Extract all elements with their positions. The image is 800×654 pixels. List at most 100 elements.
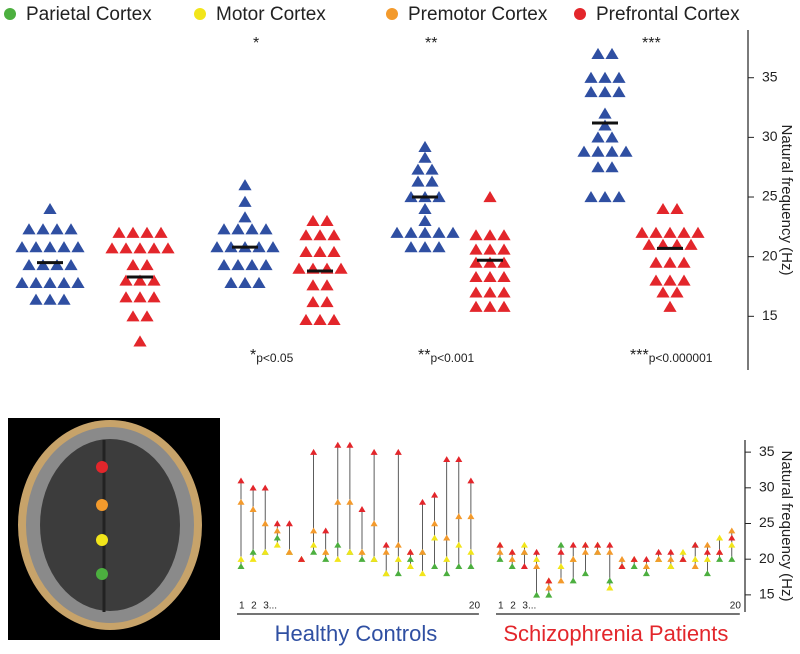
triangle-marker [443, 555, 451, 562]
legend-marker [574, 8, 586, 20]
triangle-marker [618, 555, 626, 562]
legend-label: Parietal Cortex [26, 4, 152, 25]
triangle-marker [322, 548, 330, 555]
triangle-marker [404, 191, 418, 203]
triangle-marker [57, 293, 71, 305]
triangle-marker [483, 286, 497, 298]
triangle-marker [612, 191, 626, 203]
triangle-marker [15, 241, 29, 253]
triangle-marker [245, 223, 259, 235]
triangle-marker [273, 541, 281, 548]
triangle-marker [635, 226, 649, 238]
x-tick-label: 3... [522, 601, 536, 612]
triangle-marker [390, 226, 404, 238]
triangle-marker [147, 274, 161, 286]
triangle-marker [394, 555, 402, 562]
triangle-marker [418, 241, 432, 253]
triangle-marker [418, 202, 432, 215]
legend-label: Prefrontal Cortex [596, 4, 740, 25]
triangle-marker [469, 256, 483, 268]
triangle-marker [238, 195, 252, 207]
triangle-marker [112, 226, 126, 238]
triangle-marker [133, 335, 147, 347]
triangle-marker [557, 548, 565, 555]
triangle-marker [703, 548, 711, 555]
triangle-marker [677, 274, 691, 286]
triangle-marker [656, 286, 670, 298]
triangle-marker [249, 506, 257, 512]
triangle-marker [483, 270, 497, 283]
triangle-marker [520, 541, 528, 548]
triangle-marker [431, 563, 439, 570]
triangle-marker [418, 548, 427, 555]
triangle-marker [591, 145, 605, 157]
triangle-marker [642, 570, 650, 577]
legend-marker [194, 8, 206, 20]
triangle-marker [483, 256, 497, 268]
triangle-marker [313, 245, 327, 257]
triangle-marker [259, 259, 273, 271]
triangle-marker [728, 555, 736, 562]
significance-star: * [253, 35, 259, 52]
triangle-marker [469, 229, 483, 241]
triangle-marker [691, 226, 705, 238]
triangle-marker [667, 563, 675, 570]
triangle-marker [483, 300, 497, 312]
triangle-marker [306, 214, 320, 226]
triangle-marker [497, 229, 511, 241]
triangle-marker [411, 163, 425, 175]
y-tick-label: 15 [762, 307, 778, 323]
y-tick-label: 35 [762, 68, 778, 84]
note-p-value: p<0.000001 [649, 351, 713, 365]
triangle-marker [22, 259, 36, 271]
triangle-marker [432, 241, 446, 253]
triangle-marker [443, 570, 451, 577]
triangle-marker [557, 577, 565, 584]
triangle-marker [455, 456, 463, 462]
triangle-marker [29, 276, 43, 289]
triangle-marker [133, 291, 147, 303]
triangle-marker [334, 498, 342, 505]
triangle-marker [497, 300, 511, 312]
triangle-marker [382, 548, 390, 555]
triangle-marker [306, 279, 320, 291]
triangle-marker [411, 175, 425, 187]
significance-note: ***p<0.000001 [630, 347, 713, 365]
triangle-marker [432, 226, 446, 238]
triangle-marker [425, 175, 439, 187]
triangle-marker [299, 245, 313, 257]
triangle-marker [469, 300, 483, 312]
triangle-marker [655, 548, 663, 555]
triangle-marker [497, 256, 511, 268]
triangle-marker [322, 555, 330, 562]
triangle-marker [322, 527, 330, 534]
legend-label: Motor Cortex [216, 4, 326, 25]
triangle-marker [432, 191, 446, 203]
triangle-marker [210, 241, 224, 253]
triangle-marker [591, 47, 605, 59]
triangle-marker [119, 274, 133, 286]
triangle-marker [418, 498, 427, 505]
triangle-marker [606, 584, 614, 591]
triangle-marker [677, 226, 691, 238]
triangle-marker [334, 555, 342, 562]
triangle-marker [483, 191, 497, 203]
triangle-marker [310, 548, 318, 555]
triangle-marker [496, 555, 504, 562]
triangle-marker [670, 286, 684, 298]
triangle-marker [161, 242, 175, 254]
triangle-marker [605, 145, 619, 157]
triangle-marker [606, 541, 614, 548]
triangle-marker [703, 541, 711, 548]
triangle-marker [677, 256, 691, 268]
triangle-marker [133, 242, 147, 254]
triangle-marker [581, 570, 589, 577]
triangle-marker [497, 270, 511, 283]
triangle-marker [50, 259, 64, 271]
triangle-marker [606, 548, 614, 555]
triangle-marker [508, 555, 516, 562]
triangle-marker [520, 563, 528, 570]
triangle-marker [533, 591, 541, 598]
x-tick-label: 20 [469, 601, 481, 612]
